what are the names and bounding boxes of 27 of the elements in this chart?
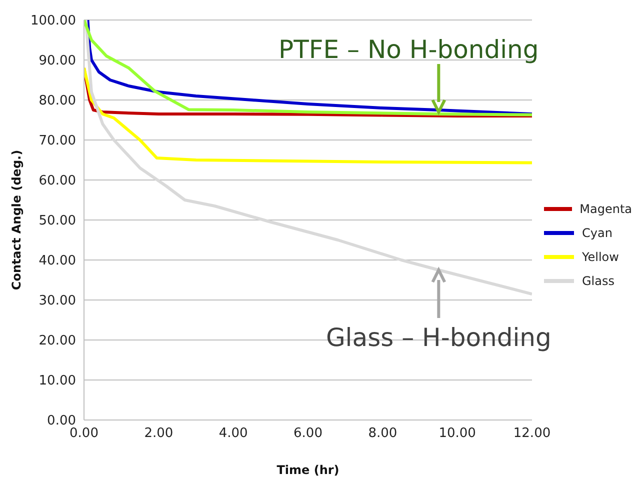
x-tick-label: 2.00 bbox=[144, 426, 174, 442]
y-tick-label: 100.00 bbox=[30, 14, 76, 29]
y-tick-label: 50.00 bbox=[38, 214, 76, 229]
annotation: Glass – H-bonding bbox=[326, 323, 552, 352]
y-tick-label: 20.00 bbox=[38, 334, 76, 349]
y-tick-label: 0.00 bbox=[47, 414, 76, 429]
annotation: PTFE – No H-bonding bbox=[278, 35, 539, 64]
legend-label: Glass bbox=[582, 274, 614, 288]
legend-label: Cyan bbox=[582, 226, 612, 240]
x-tick-label: 0.00 bbox=[70, 426, 98, 442]
y-tick-label: 30.00 bbox=[38, 294, 76, 309]
x-tick-label: 8.00 bbox=[368, 426, 398, 442]
y-tick-label: 70.00 bbox=[38, 134, 76, 149]
y-tick-label: 60.00 bbox=[38, 174, 76, 189]
legend-label: Yellow bbox=[582, 250, 619, 264]
x-tick-label: 12.00 bbox=[513, 426, 551, 442]
line-series bbox=[84, 66, 532, 164]
y-axis-title: Contact Angle (deg.) bbox=[9, 150, 24, 290]
y-tick-label: 10.00 bbox=[38, 374, 76, 389]
legend-label: Magenta bbox=[580, 202, 632, 216]
x-tick-label: 6.00 bbox=[294, 426, 322, 442]
x-tick-label: 4.00 bbox=[218, 426, 248, 442]
x-tick-label: 10.00 bbox=[438, 426, 476, 442]
y-tick-label: 40.00 bbox=[38, 254, 76, 269]
x-axis-title: Time (hr) bbox=[276, 463, 340, 477]
y-tick-label: 80.00 bbox=[38, 94, 76, 109]
y-tick-label: 90.00 bbox=[38, 54, 76, 69]
